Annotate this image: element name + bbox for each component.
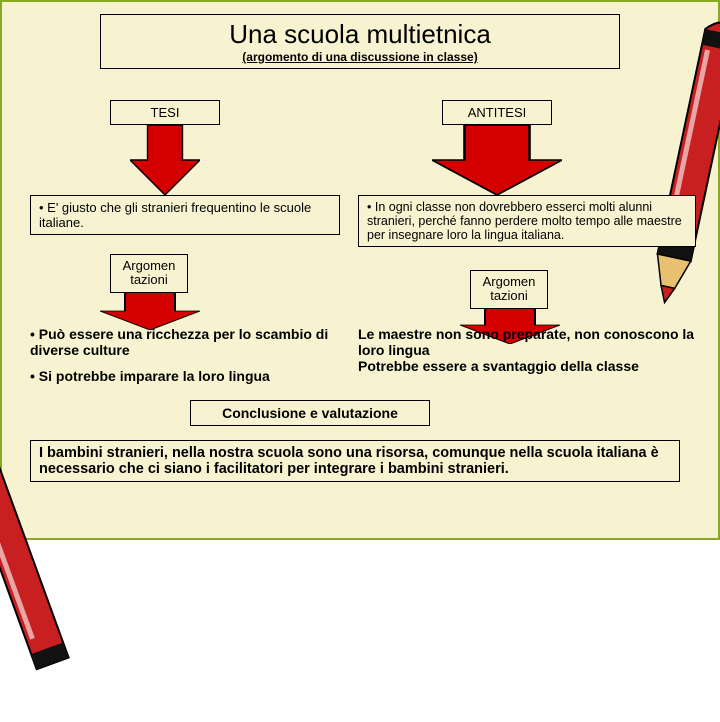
argomentazioni-right-text: Le maestre non sono preparate, non conos…: [358, 326, 698, 374]
antitesi-label: ANTITESI: [442, 100, 552, 125]
conclusione-text: I bambini stranieri, nella nostra scuola…: [30, 440, 680, 482]
arg-label-line1: Argomen: [483, 274, 536, 289]
arg-label-line2: tazioni: [490, 288, 528, 303]
arrow-down-icon: [432, 125, 562, 195]
tesi-text: • E' giusto che gli stranieri frequentin…: [30, 195, 340, 235]
arg-label-line2: tazioni: [130, 272, 168, 287]
argomentazioni-label-left: Argomen tazioni: [110, 254, 188, 293]
antitesi-text: • In ogni classe non dovrebbero esserci …: [358, 195, 696, 247]
title-box: Una scuola multietnica (argomento di una…: [100, 14, 620, 69]
argomentazioni-label-right: Argomen tazioni: [470, 270, 548, 309]
tesi-label: TESI: [110, 100, 220, 125]
conclusione-label: Conclusione e valutazione: [190, 400, 430, 426]
argomentazioni-left-text: • Può essere una ricchezza per lo scambi…: [30, 326, 350, 386]
arg-label-line1: Argomen: [123, 258, 176, 273]
arg-left-point: • Può essere una ricchezza per lo scambi…: [30, 326, 350, 358]
title-main: Una scuola multietnica: [109, 19, 611, 50]
arrow-down-icon: [100, 292, 200, 330]
arg-left-point: • Si potrebbe imparare la loro lingua: [30, 368, 350, 384]
title-sub: (argomento di una discussione in classe): [109, 50, 611, 64]
arrow-down-icon: [130, 125, 200, 195]
